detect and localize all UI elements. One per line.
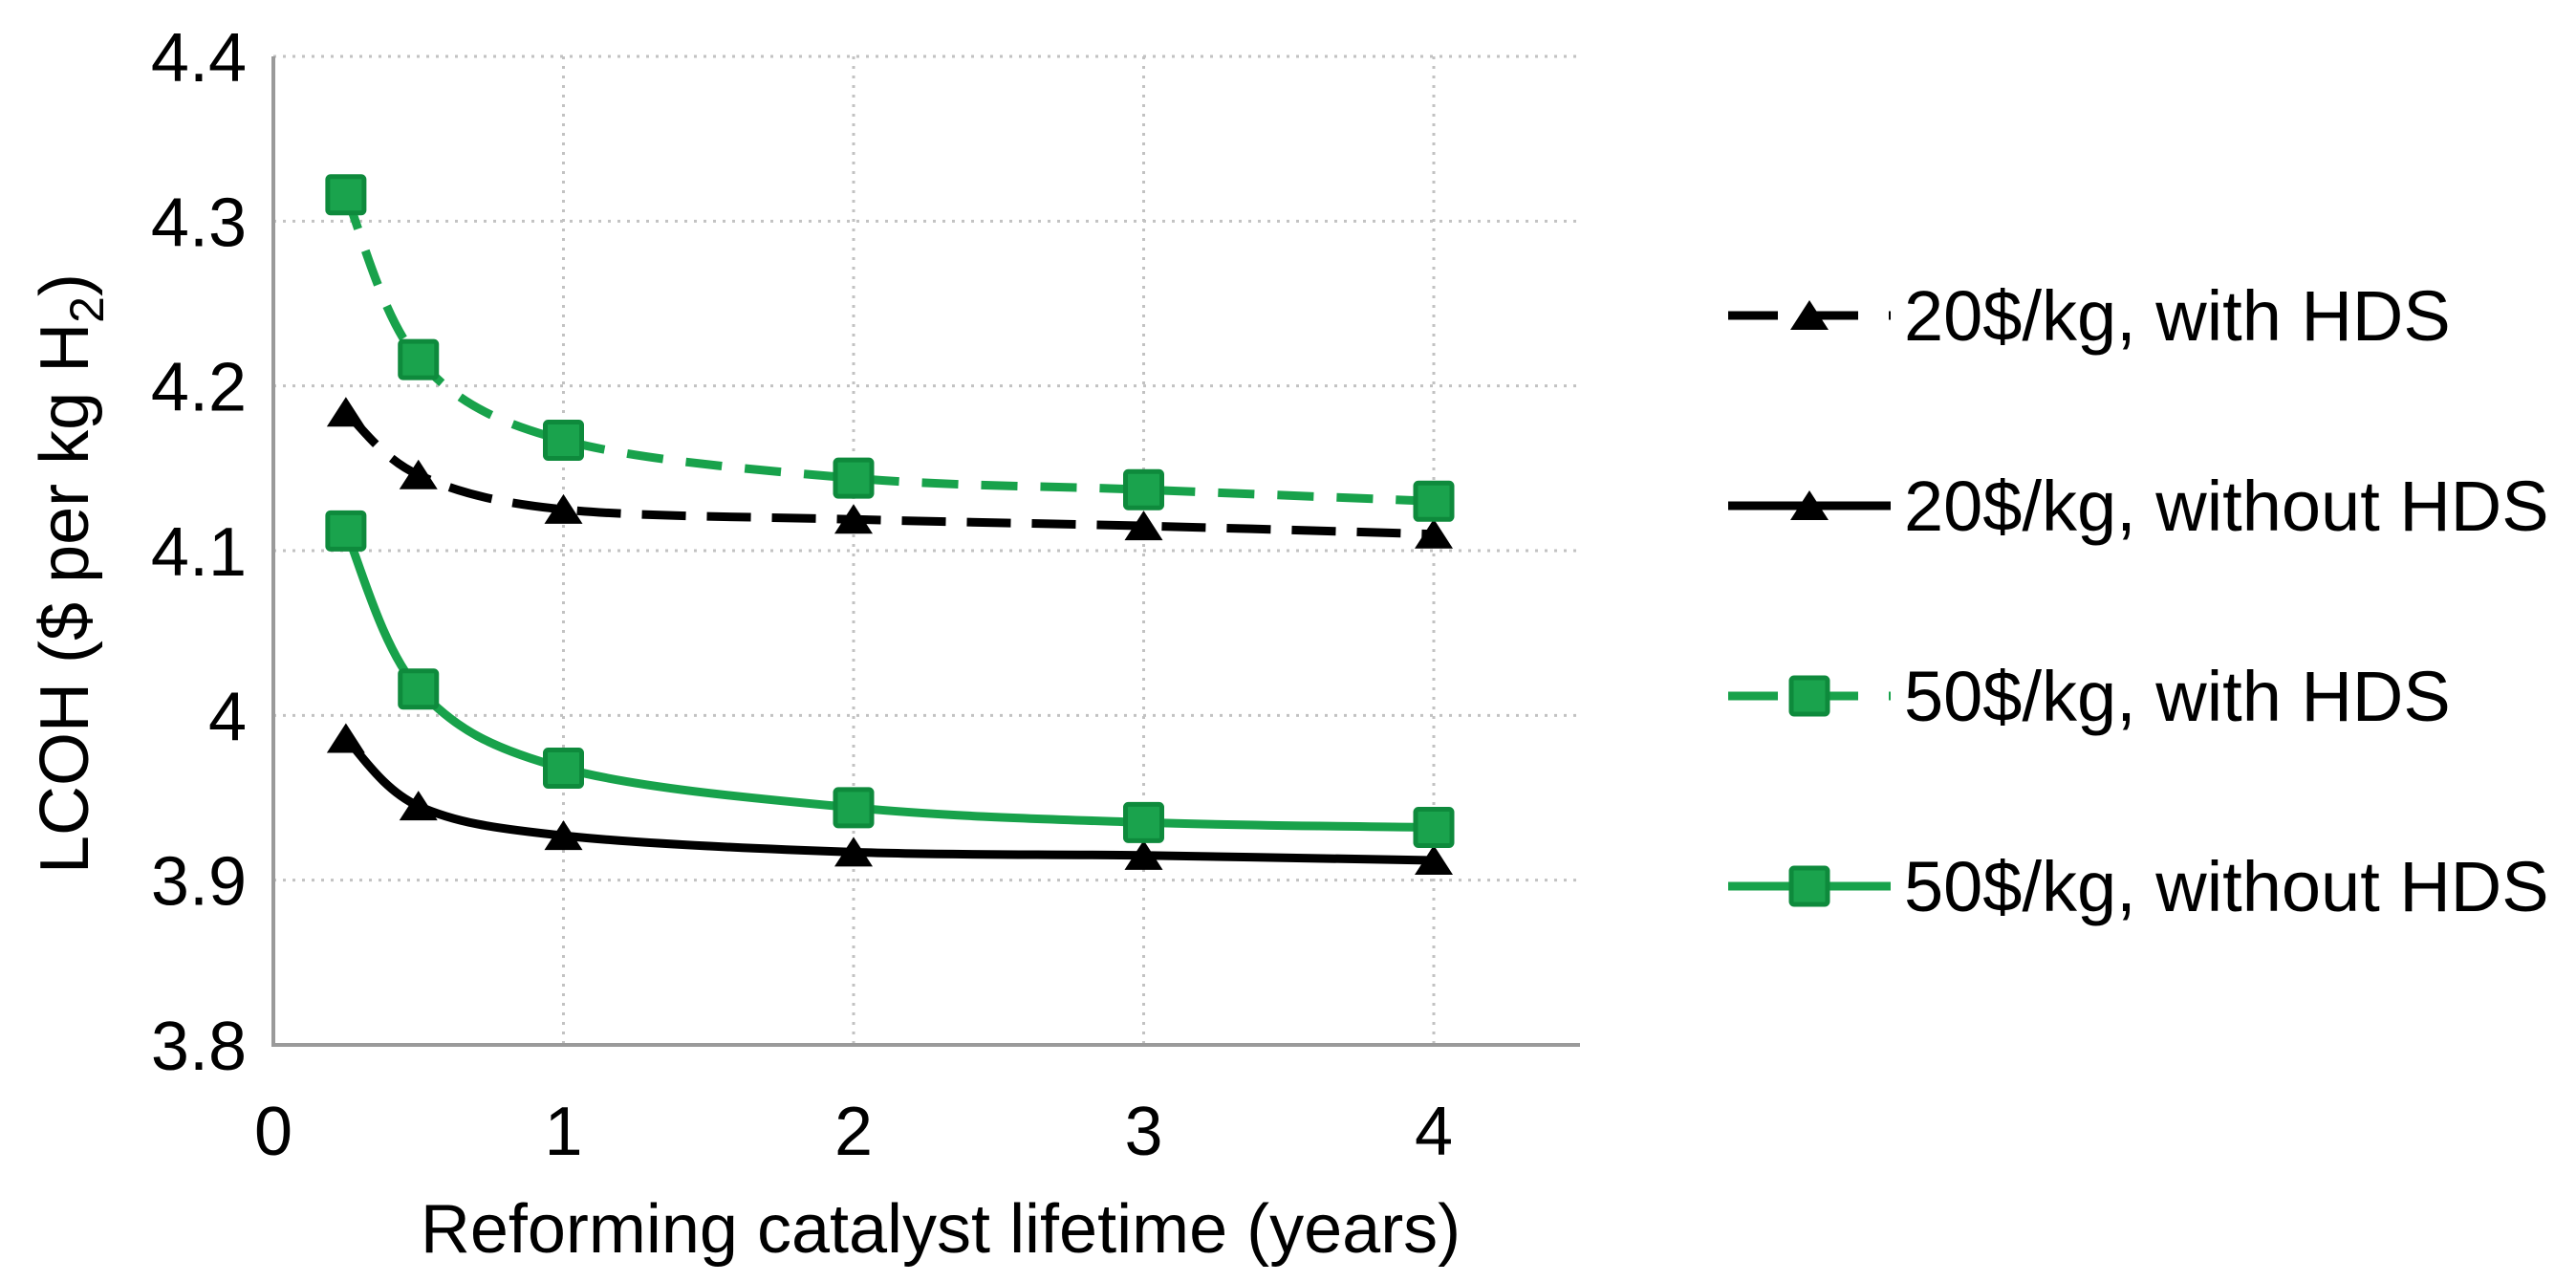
legend: 20$/kg, with HDS 20$/kg, without HDS 50$/k… <box>1728 276 2549 926</box>
triangle-marker <box>1415 518 1453 549</box>
legend-label: 20$/kg, without HDS <box>1904 467 2549 546</box>
y-tick-label: 4.3 <box>151 185 247 261</box>
series-1 <box>326 397 1453 549</box>
y-tick-label: 4 <box>208 679 247 755</box>
triangle-marker <box>1415 844 1453 875</box>
square-marker <box>1123 801 1164 843</box>
square-marker <box>398 338 440 380</box>
x-axis-title: Reforming catalyst lifetime (years) <box>421 1191 1461 1268</box>
legend-item-2: 20$/kg, without HDS <box>1728 467 2549 546</box>
triangle-marker <box>1124 511 1163 541</box>
square-marker <box>398 668 440 710</box>
triangle-marker <box>399 459 438 489</box>
y-tick-label: 3.8 <box>151 1009 247 1085</box>
triangle-marker <box>834 837 873 867</box>
triangle-marker <box>399 791 438 821</box>
x-tick-label: 0 <box>254 1094 292 1170</box>
y-axis-title-subscript: 2 <box>60 296 114 323</box>
square-marker <box>833 457 875 499</box>
gridlines <box>273 54 1580 1045</box>
triangle-marker <box>544 820 583 851</box>
series-line <box>341 192 1435 506</box>
series-line <box>341 529 1435 832</box>
axes <box>271 56 1580 1047</box>
series-line <box>342 735 1435 865</box>
y-axis-title: LCOH ($ per kg H2) <box>27 273 114 874</box>
legend-label: 50$/kg, with HDS <box>1904 657 2451 736</box>
y-tick-label: 3.9 <box>151 844 247 921</box>
square-marker <box>1413 480 1455 522</box>
legend-label: 20$/kg, with HDS <box>1904 276 2451 356</box>
y-axis-title-close: ) <box>27 273 103 296</box>
legend-item-3: 50$/kg, with HDS <box>1728 657 2451 736</box>
triangle-marker <box>1790 300 1829 330</box>
y-tick-label: 4.4 <box>151 20 247 97</box>
x-tick-label: 4 <box>1415 1094 1453 1170</box>
square-marker <box>325 510 367 552</box>
x-tick-label: 2 <box>834 1094 873 1170</box>
square-marker <box>833 787 875 829</box>
series-2 <box>326 723 1453 875</box>
series-line <box>342 408 1435 539</box>
legend-label: 50$/kg, without HDS <box>1904 847 2549 926</box>
y-tick-label: 4.2 <box>151 350 247 426</box>
square-marker <box>1123 468 1164 511</box>
square-marker <box>1413 807 1455 849</box>
series-3 <box>325 174 1455 522</box>
x-tick-label: 3 <box>1124 1094 1162 1170</box>
legend-item-4: 50$/kg, without HDS <box>1728 847 2549 926</box>
legend-item-1: 20$/kg, with HDS <box>1728 276 2451 356</box>
x-axis-tick-labels: 0 1 2 3 4 <box>254 1094 1453 1170</box>
triangle-marker <box>544 493 583 524</box>
y-tick-label: 4.1 <box>151 514 247 591</box>
triangle-marker <box>1790 490 1829 520</box>
y-axis-title-main: LCOH ($ per kg H <box>27 323 103 874</box>
x-tick-label: 1 <box>544 1094 582 1170</box>
triangle-marker <box>1124 839 1163 870</box>
square-marker <box>1788 865 1830 907</box>
triangle-marker <box>326 723 365 753</box>
square-marker <box>325 174 367 216</box>
triangle-marker <box>834 504 873 534</box>
square-marker <box>1788 675 1830 717</box>
square-marker <box>543 420 584 462</box>
y-axis-tick-labels: 3.8 3.9 4 4.1 4.2 4.3 4.4 <box>151 20 247 1085</box>
series-4 <box>325 510 1455 849</box>
square-marker <box>543 747 584 789</box>
data-series <box>325 174 1455 875</box>
triangle-marker <box>326 397 365 427</box>
